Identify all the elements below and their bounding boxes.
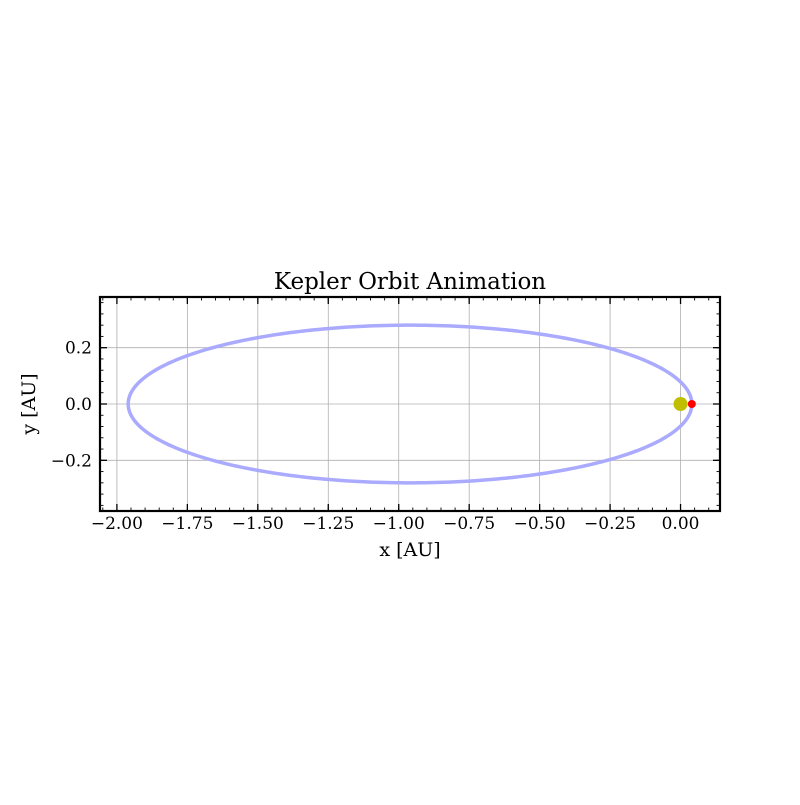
x-tick-label: −2.00 xyxy=(91,514,143,534)
ticks xyxy=(100,297,720,511)
star-marker xyxy=(673,397,688,411)
x-tick-label: −0.25 xyxy=(584,514,636,534)
x-axis-label: x [AU] xyxy=(379,539,440,561)
x-tick-label: −0.50 xyxy=(514,514,566,534)
x-tick-label: 0.00 xyxy=(662,514,700,534)
y-tick-label: 0.2 xyxy=(65,339,92,359)
x-tick-label: −1.50 xyxy=(232,514,284,534)
orbit-path xyxy=(126,323,694,485)
y-tick-label: −0.2 xyxy=(51,451,92,471)
planet-marker xyxy=(687,400,696,408)
x-tick-label: −0.75 xyxy=(443,514,495,534)
x-tick-label: −1.25 xyxy=(302,514,354,534)
y-axis-label: y [AU] xyxy=(18,373,40,435)
y-tick-label: 0.0 xyxy=(65,395,92,415)
grid xyxy=(100,297,720,511)
tick-labels: −2.00 −1.75 −1.50 −1.25 −1.00 −0.75 −0.50 −0.25… xyxy=(51,339,700,534)
x-tick-label: −1.00 xyxy=(373,514,425,534)
x-tick-label: −1.75 xyxy=(161,514,213,534)
chart-title: Kepler Orbit Animation xyxy=(274,269,546,295)
